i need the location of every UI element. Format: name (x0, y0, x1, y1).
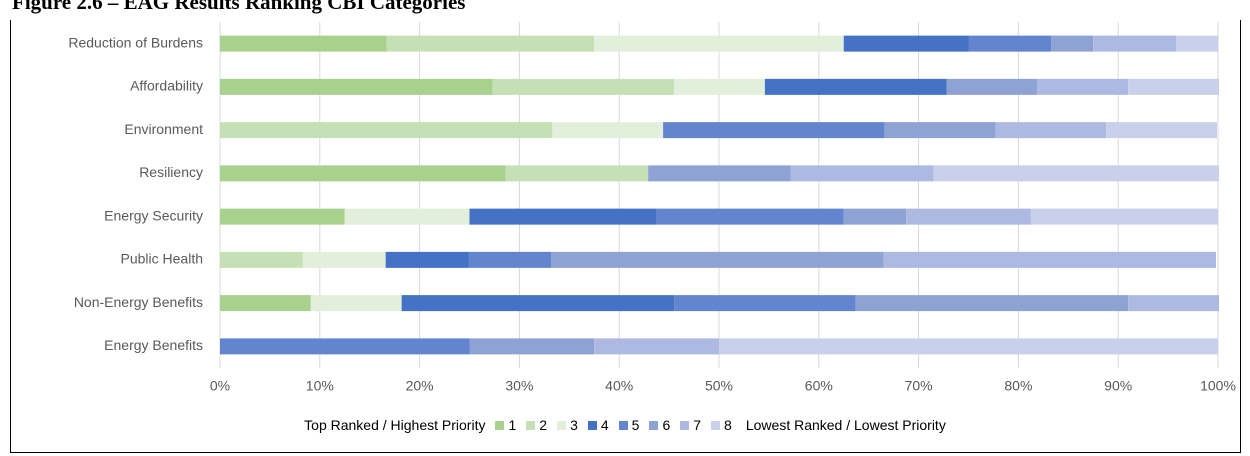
bar-segment (220, 165, 506, 182)
bar-segment (719, 338, 1218, 355)
legend-swatch (557, 421, 567, 430)
legend-swatch (680, 421, 690, 430)
y-tick-label: Public Health (121, 251, 204, 267)
bar-segment (386, 35, 595, 52)
legend-swatch (618, 421, 628, 430)
bar-segment (310, 295, 402, 312)
legend-item: 3 (553, 417, 578, 433)
bar-segment (1051, 35, 1094, 52)
legend-label: 5 (631, 417, 640, 433)
bar-segment (1093, 35, 1177, 52)
bar-segment (968, 35, 1052, 52)
bar-segment (995, 122, 1107, 139)
bar-segment (220, 338, 470, 355)
bar-segment (220, 208, 345, 225)
x-tick-label: 20% (406, 378, 434, 394)
bar-segment (663, 122, 885, 139)
y-tick-label: Reduction of Burdens (68, 34, 203, 50)
legend-swatch (495, 421, 505, 430)
x-tick-label: 50% (705, 378, 733, 394)
x-tick-label: 80% (1004, 378, 1032, 394)
x-tick-label: 0% (210, 378, 230, 394)
bar-segment (790, 165, 934, 182)
x-tick-label: 100% (1200, 378, 1236, 394)
x-tick-label: 30% (505, 378, 533, 394)
bar-segment (385, 251, 469, 268)
bar-segment (220, 122, 553, 139)
bar-segment (220, 78, 493, 95)
bar-segment (674, 295, 856, 312)
bar-segment (492, 78, 675, 95)
bar-segment (505, 165, 649, 182)
bar-segment (344, 208, 470, 225)
x-tick-label: 40% (605, 378, 633, 394)
bar-segment (1106, 122, 1218, 139)
y-tick-label: Environment (124, 121, 203, 137)
bar-segment (469, 208, 657, 225)
y-tick-label: Affordability (130, 78, 203, 94)
legend-item: 6 (645, 417, 670, 433)
bar-segment (946, 78, 1038, 95)
bar-segment (401, 295, 675, 312)
x-tick-label: 60% (805, 378, 833, 394)
bar-segment (855, 295, 1129, 312)
legend-label: 8 (724, 417, 732, 433)
legend-swatch (711, 421, 721, 430)
x-tick-label: 70% (905, 378, 933, 394)
x-tick-label: 90% (1104, 378, 1132, 394)
bar-segment (220, 35, 387, 52)
bar-segment (764, 78, 947, 95)
legend-item: 1 (491, 417, 516, 433)
bar-segment (648, 165, 791, 182)
bar-segment (1176, 35, 1218, 52)
legend-suffix: Lowest Ranked / Lowest Priority (745, 417, 946, 433)
figure-frame (10, 20, 1241, 453)
legend-swatch (526, 421, 536, 430)
legend-swatch (649, 421, 659, 430)
legend-label: 2 (539, 417, 548, 433)
legend-prefix: Top Ranked / Highest Priority (304, 417, 486, 433)
chart-title: Figure 2.6 – EAG Results Ranking CBI Cat… (12, 0, 466, 14)
y-tick-label: Non-Energy Benefits (74, 294, 203, 310)
bar-segment (883, 251, 1217, 268)
bar-segment (843, 208, 907, 225)
bar-segment (1128, 78, 1219, 95)
legend-label: 7 (693, 417, 702, 433)
legend-label: 1 (508, 417, 517, 433)
bar-segment (1128, 295, 1219, 312)
y-tick-label: Energy Security (104, 207, 203, 223)
legend-item: 4 (584, 417, 609, 433)
bar-segment (220, 251, 303, 268)
legend-swatch (587, 421, 597, 430)
bar-segment (884, 122, 996, 139)
bar-segment (656, 208, 844, 225)
bar-segment (469, 338, 595, 355)
bar-segment (906, 208, 1031, 225)
legend-label: 4 (600, 417, 609, 433)
bar-segment (594, 35, 844, 52)
legend-item: 8 (707, 417, 732, 433)
bar-segment (220, 295, 311, 312)
legend-item: 2 (522, 417, 547, 433)
y-tick-label: Resiliency (139, 164, 203, 180)
bar-segment (302, 251, 386, 268)
bar-segment (933, 165, 1219, 182)
x-tick-label: 10% (306, 378, 334, 394)
bar-segment (1030, 208, 1218, 225)
bar-segment (468, 251, 552, 268)
bar-segment (843, 35, 969, 52)
bar-segment (551, 251, 884, 268)
bar-segment (552, 122, 664, 139)
y-tick-label: Energy Benefits (104, 337, 203, 353)
legend-item: 5 (615, 417, 640, 433)
legend-label: 6 (662, 417, 671, 433)
legend-label: 3 (570, 417, 578, 433)
legend-item: 7 (676, 417, 701, 433)
bar-segment (674, 78, 765, 95)
legend: Top Ranked / Highest Priority 1 2 3 4 5 6 7 8 Low… (0, 417, 1250, 433)
bar-segment (594, 338, 719, 355)
bar-segment (1037, 78, 1129, 95)
